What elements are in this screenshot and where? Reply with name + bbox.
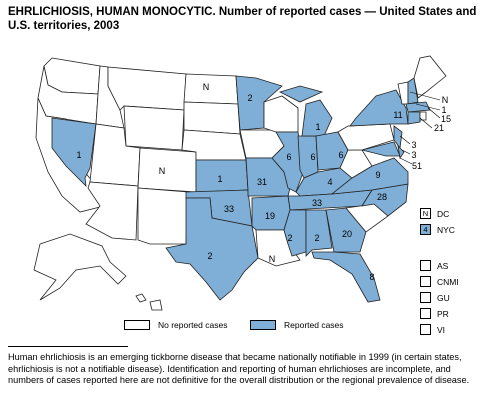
legend-reported-swatch bbox=[250, 320, 276, 330]
state-nd bbox=[183, 73, 239, 105]
territory-vi-label: VI bbox=[437, 324, 446, 335]
callout-ri: 1 bbox=[441, 105, 446, 115]
northeast-callouts bbox=[399, 91, 441, 165]
territory-pr: PR bbox=[420, 308, 449, 319]
label-ms: 2 bbox=[287, 233, 292, 243]
legend-no-cases-swatch bbox=[124, 320, 150, 330]
state-ri bbox=[419, 111, 427, 121]
label-tx: 2 bbox=[207, 251, 212, 261]
callout-ma: 15 bbox=[441, 114, 451, 124]
label-al: 2 bbox=[314, 233, 319, 243]
us-map: 1 2 N N 1 1 31 6 6 6 33 19 2 N 4 33 28 9… bbox=[33, 55, 451, 311]
label-nm: N bbox=[159, 166, 166, 176]
label-nc: 28 bbox=[377, 192, 387, 202]
label-ks: 1 bbox=[217, 174, 222, 184]
callout-ct: 21 bbox=[434, 123, 444, 133]
label-ky: 4 bbox=[327, 177, 332, 187]
state-ak bbox=[33, 233, 127, 301]
footnote: Human ehrlichiosis is an emerging tickbo… bbox=[8, 352, 470, 385]
state-nm bbox=[137, 187, 189, 245]
label-nv: 1 bbox=[76, 150, 81, 160]
territory-vi: VI bbox=[420, 324, 445, 335]
label-in: 6 bbox=[310, 152, 315, 162]
callout-nh: N bbox=[442, 95, 449, 105]
state-nh bbox=[407, 77, 419, 105]
title-bold: EHRLICHIOSIS, HUMAN MONOCYTIC. bbox=[8, 6, 216, 18]
label-la: N bbox=[269, 254, 276, 264]
state-wi bbox=[263, 95, 299, 133]
state-mi-upper bbox=[278, 85, 324, 103]
legend-reported-label: Reported cases bbox=[284, 320, 344, 330]
territory-cnmi: CNMI bbox=[420, 276, 459, 287]
territory-pr-box bbox=[420, 308, 431, 319]
state-al bbox=[305, 209, 333, 257]
label-il: 6 bbox=[286, 152, 291, 162]
footnote-divider bbox=[8, 346, 128, 347]
callout-de: 3 bbox=[411, 150, 416, 160]
label-ok: 33 bbox=[224, 204, 234, 214]
label-mi: 1 bbox=[315, 122, 320, 132]
territory-as-box bbox=[420, 260, 431, 271]
state-tx bbox=[165, 197, 259, 301]
territory-nyc-box: 4 bbox=[420, 224, 431, 235]
territory-pr-label: PR bbox=[437, 308, 449, 319]
state-wy bbox=[123, 105, 185, 151]
title-rest: Number of reported cases — United States… bbox=[8, 6, 477, 32]
state-ct bbox=[407, 111, 421, 125]
territory-dc-label: DC bbox=[437, 208, 450, 219]
label-va: 9 bbox=[375, 170, 380, 180]
label-mn: 2 bbox=[247, 93, 252, 103]
territory-dc: N DC bbox=[420, 208, 449, 219]
state-hi bbox=[135, 293, 147, 303]
label-ar: 19 bbox=[265, 211, 275, 221]
label-ga: 20 bbox=[342, 229, 352, 239]
map-title: EHRLICHIOSIS, HUMAN MONOCYTIC. Number of… bbox=[8, 5, 484, 33]
state-co bbox=[137, 147, 197, 193]
state-fl bbox=[311, 251, 381, 303]
territory-vi-box bbox=[420, 324, 431, 335]
state-ny bbox=[349, 89, 409, 127]
state-hi-2 bbox=[149, 299, 163, 311]
label-oh: 6 bbox=[338, 150, 343, 160]
territory-dc-box: N bbox=[420, 208, 431, 219]
legend-no-cases: No reported cases bbox=[124, 320, 227, 330]
territory-gu-box bbox=[420, 292, 431, 303]
state-va bbox=[330, 157, 409, 195]
label-mo: 31 bbox=[257, 177, 267, 187]
state-me bbox=[413, 55, 447, 99]
label-fl: 8 bbox=[369, 272, 374, 282]
territory-nyc-label: NYC bbox=[437, 224, 455, 235]
territory-gu: GU bbox=[420, 292, 450, 303]
state-wv bbox=[339, 149, 373, 179]
callout-md: 51 bbox=[412, 161, 422, 171]
territory-as: AS bbox=[420, 260, 448, 271]
territory-gu-label: GU bbox=[437, 292, 450, 303]
territory-cnmi-box bbox=[420, 276, 431, 287]
state-ga bbox=[325, 207, 367, 253]
territory-cnmi-label: CNMI bbox=[437, 276, 459, 287]
label-nd: N bbox=[203, 82, 210, 92]
territory-as-label: AS bbox=[437, 260, 449, 271]
state-ma bbox=[405, 101, 431, 113]
label-tn: 33 bbox=[312, 198, 322, 208]
legend-reported: Reported cases bbox=[250, 320, 344, 330]
callout-nj: 3 bbox=[411, 140, 416, 150]
state-az bbox=[85, 181, 139, 241]
legend-no-cases-label: No reported cases bbox=[158, 320, 228, 330]
territory-nyc: 4 NYC bbox=[420, 224, 455, 235]
state-sd bbox=[183, 101, 241, 135]
state-de bbox=[397, 144, 405, 160]
state-mt bbox=[107, 66, 187, 111]
label-ny: 11 bbox=[393, 110, 402, 120]
